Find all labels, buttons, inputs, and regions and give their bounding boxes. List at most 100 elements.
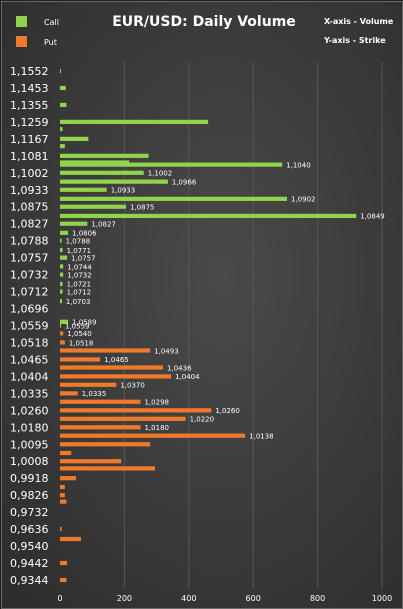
bar-call <box>60 144 65 149</box>
y-tick-label: 1,0335 <box>10 387 49 400</box>
y-tick-label: 0,9918 <box>10 472 49 485</box>
bar-call <box>60 272 64 277</box>
y-tick-label: 1,1167 <box>10 133 49 146</box>
bar-put <box>60 382 117 387</box>
bar-data-label: 1,0721 <box>67 281 92 289</box>
bar-put <box>60 499 67 504</box>
bar-data-label: 1,0540 <box>67 330 92 338</box>
bar-call <box>60 136 89 141</box>
bar-put <box>60 493 65 498</box>
bar-call <box>60 289 63 294</box>
bar-data-label: 1,0875 <box>130 204 155 212</box>
bar-data-label: 1,0849 <box>360 213 385 221</box>
bar-data-label: 1,0806 <box>72 230 97 238</box>
legend-swatch-put <box>16 36 27 47</box>
bar-put <box>60 433 246 438</box>
bar-data-label: 1,0493 <box>154 347 179 355</box>
bar-put <box>60 399 141 404</box>
y-tick-label: 1,0008 <box>10 455 49 468</box>
bar-data-label: 1,1002 <box>148 170 173 178</box>
y-tick-label: 1,0260 <box>10 404 49 417</box>
bar-data-label: 1,0404 <box>175 373 200 381</box>
bar-call <box>60 102 67 108</box>
bar-data-label: 1,0465 <box>104 356 129 364</box>
y-tick-label: 1,0559 <box>10 320 49 333</box>
bar-data-label: 1,0220 <box>190 416 215 424</box>
y-tick-label: 1,0732 <box>10 269 49 282</box>
y-tick-label: 1,0465 <box>10 353 49 366</box>
bar-data-label: 1,0180 <box>145 424 170 432</box>
bar-data-label: 1,0732 <box>67 271 92 279</box>
bar-put <box>60 331 64 336</box>
y-tick-label: 1,0404 <box>10 370 49 383</box>
y-tick-label: 0,9636 <box>10 523 49 536</box>
bar-put <box>60 476 77 481</box>
y-tick-label: 1,0788 <box>10 235 49 248</box>
bar-put <box>60 527 62 532</box>
bar-put <box>60 357 101 362</box>
bar-call <box>60 221 88 226</box>
bar-put <box>60 374 172 379</box>
bar-put <box>60 442 151 447</box>
bar-call <box>60 170 144 175</box>
bar-data-label: 1,0966 <box>172 178 197 186</box>
y-tick-label: 1,1552 <box>10 65 49 78</box>
y-tick-label: 1,1453 <box>10 82 49 95</box>
y-tick-label: 0,9826 <box>10 489 49 502</box>
bar-data-label: 1,0370 <box>120 382 145 390</box>
bar-put <box>60 365 164 370</box>
bar-call <box>60 213 357 219</box>
bar-data-label: 1,0518 <box>69 339 94 347</box>
bar-put <box>60 348 151 353</box>
bar-data-label: 1,0712 <box>67 288 92 296</box>
bar-data-label: 1,0744 <box>67 263 92 271</box>
bar-data-label: 1,0771 <box>67 247 92 255</box>
bar-put <box>60 340 65 345</box>
x-tick-label: 200 <box>117 594 132 603</box>
bar-call <box>60 323 61 328</box>
y-tick-label: 0,9732 <box>10 506 49 519</box>
bar-put <box>60 466 155 471</box>
y-tick-label: 1,0696 <box>10 303 49 316</box>
bar-data-label: 1,0902 <box>291 196 316 204</box>
bar-data-label: 1,0757 <box>71 254 96 262</box>
bar-data-label: 1,0788 <box>66 237 91 245</box>
y-tick-label: 1,0095 <box>10 438 49 451</box>
x-tick-label: 1000 <box>372 594 392 603</box>
bar-call <box>60 230 69 235</box>
y-tick-label: 1,0712 <box>10 286 49 299</box>
bar-call <box>60 85 66 91</box>
legend-label-put: Put <box>44 38 57 47</box>
bar-call <box>60 238 62 243</box>
bar-call <box>60 299 62 304</box>
y-tick-label: 0,9540 <box>10 540 49 553</box>
bar-data-label: 1,0589 <box>72 319 97 327</box>
bar-call <box>60 68 61 74</box>
y-axis-note: Y-axis - Strike <box>323 36 386 45</box>
bar-call <box>60 162 283 167</box>
bar-data-label: 1,0933 <box>111 187 136 195</box>
bar-put <box>60 560 68 566</box>
bar-call <box>60 126 63 132</box>
bar-put <box>60 425 141 430</box>
y-tick-label: 1,0518 <box>10 336 49 349</box>
bar-data-label: 1,0559 <box>65 322 90 330</box>
bar-call <box>60 264 64 269</box>
bar-call <box>60 160 130 165</box>
y-tick-label: 1,0180 <box>10 421 49 434</box>
bar-call <box>60 247 63 253</box>
y-tick-label: 1,1002 <box>10 167 49 180</box>
bar-data-label: 1,0298 <box>145 399 170 407</box>
bar-data-label: 1,0436 <box>167 364 192 372</box>
y-tick-label: 1,0757 <box>10 252 49 265</box>
x-axis-note: X-axis - Volume <box>324 17 394 26</box>
y-tick-label: 0,9442 <box>10 557 49 570</box>
bar-data-label: 1,1040 <box>286 161 311 169</box>
bar-call <box>60 281 63 287</box>
legend-swatch-call <box>16 16 27 27</box>
bar-put <box>60 416 186 421</box>
bar-data-label: 1,0827 <box>91 221 116 229</box>
bar-put <box>60 536 81 542</box>
